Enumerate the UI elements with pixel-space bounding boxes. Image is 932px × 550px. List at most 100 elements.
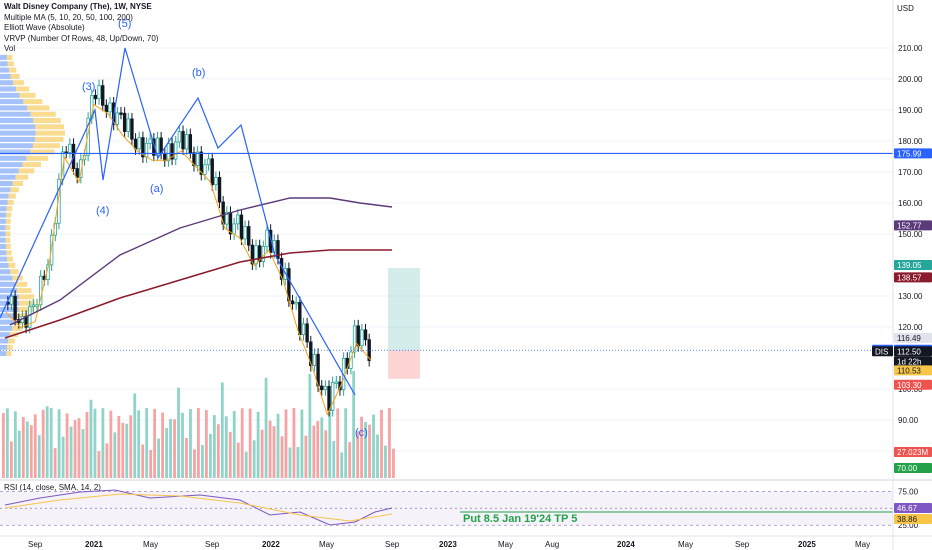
candle-body <box>330 382 335 411</box>
price-label-box <box>894 272 932 283</box>
price-axis-tick: 210.00 <box>898 44 923 53</box>
volume-profile-bar-down <box>5 237 11 243</box>
volume-profile-bar-down <box>6 250 12 256</box>
candle-body <box>148 138 152 144</box>
candle-body <box>203 164 207 175</box>
price-label-text: 27.023M <box>897 448 928 457</box>
time-axis-tick: 2024 <box>617 540 635 549</box>
volume-bar <box>220 382 224 478</box>
volume-profile-bar-down <box>19 300 35 306</box>
candle-body <box>122 112 127 132</box>
volume-profile-bar-down <box>27 105 50 111</box>
volume-profile-bar-down <box>35 130 65 136</box>
price-label-box <box>894 503 932 513</box>
volume-profile-bar-up <box>0 218 6 224</box>
time-axis-tick: Sep <box>735 540 750 549</box>
elliott-wave-label: (c) <box>355 427 368 439</box>
candle-body <box>247 226 251 246</box>
volume-bar <box>256 411 260 478</box>
candle-body <box>327 385 331 411</box>
volume-profile-bar-down <box>7 61 14 67</box>
volume-bar <box>360 416 363 478</box>
volume-profile-bar-down <box>8 67 17 73</box>
candle-body <box>352 325 357 353</box>
volume-profile-bar-up <box>0 351 7 357</box>
candle-body <box>349 351 353 369</box>
volume-bar <box>25 421 29 478</box>
volume-bar <box>81 429 85 478</box>
volume-bar <box>129 415 133 478</box>
volume-profile-bar-up <box>0 307 19 312</box>
volume-bar <box>177 387 180 478</box>
price-label-text: 138.57 <box>897 273 922 282</box>
volume-bar <box>264 377 268 478</box>
candle-body <box>301 323 306 336</box>
volume-bar <box>340 452 344 478</box>
volume-bar <box>344 408 348 478</box>
volume-profile-bar-down <box>12 181 23 186</box>
volume-bar <box>2 413 5 478</box>
candle-body <box>356 325 360 347</box>
volume-bar <box>280 436 284 478</box>
volume-profile-bar-down <box>30 111 56 117</box>
price-axis-tick: 25.00 <box>898 521 919 530</box>
time-axis-tick: 2025 <box>798 540 816 549</box>
price-axis-tick: 150.00 <box>898 230 923 239</box>
time-axis-tick: Sep <box>385 540 400 549</box>
volume-bar <box>324 430 328 478</box>
elliott-wave-label: (5) <box>118 18 131 30</box>
volume-bar <box>157 438 161 478</box>
volume-bar <box>105 443 109 478</box>
volume-profile-bar-up <box>0 73 11 79</box>
candle-body <box>206 158 211 166</box>
volume-profile-bar-up <box>0 168 19 174</box>
volume-profile-bar-up <box>0 61 8 67</box>
position-stop-zone <box>388 350 420 379</box>
volume-bar <box>73 420 77 478</box>
legend-title: Walt Disney Company (The), 1W, NYSE <box>4 2 152 11</box>
candle-body <box>243 226 247 240</box>
candle-body <box>119 112 123 115</box>
volume-bar <box>161 412 164 478</box>
volume-profile-bar-up <box>0 143 33 149</box>
elliott-wave-path <box>0 47 356 396</box>
volume-profile-bar-down <box>5 231 11 237</box>
price-label-text: 112.50 <box>897 347 921 356</box>
volume-bars <box>2 371 395 478</box>
time-axis-tick: Sep <box>28 540 43 549</box>
rsi-line <box>4 489 393 526</box>
volume-profile-bar-down <box>32 143 60 149</box>
price-label-box <box>894 148 932 159</box>
volume-profile-bar-up <box>0 231 6 237</box>
volume-profile-bar-down <box>23 99 43 105</box>
volume-profile-bar-up <box>0 288 18 294</box>
volume-bar <box>308 374 312 478</box>
volume-bar <box>316 421 320 478</box>
candle-body <box>166 143 171 162</box>
volume-bar <box>272 426 276 478</box>
volume-profile-bar-down <box>10 187 19 193</box>
volume-profile-bar-down <box>6 55 13 60</box>
candle-body <box>137 137 141 150</box>
volume-profile-bar-down <box>8 262 16 268</box>
volume-bar <box>17 430 21 478</box>
time-axis-tick: Aug <box>545 540 559 549</box>
candle-body <box>195 151 200 166</box>
candle-body <box>75 168 79 178</box>
volume-bar <box>320 417 324 478</box>
price-label-text: 175.99 <box>897 149 922 158</box>
candle-body <box>294 302 298 305</box>
volume-bar <box>117 415 121 478</box>
volume-profile-bar-up <box>0 338 9 344</box>
volume-profile-bar-up <box>0 174 16 180</box>
time-axis-tick: May <box>319 540 334 549</box>
candle-body <box>254 245 258 265</box>
candle-body <box>60 151 65 180</box>
volume-bar <box>125 423 129 478</box>
volume-bar <box>252 440 256 478</box>
volume-bar <box>392 448 395 478</box>
candle-body <box>38 275 43 306</box>
candle-body <box>323 385 328 391</box>
volume-profile-bar-up <box>0 250 7 256</box>
